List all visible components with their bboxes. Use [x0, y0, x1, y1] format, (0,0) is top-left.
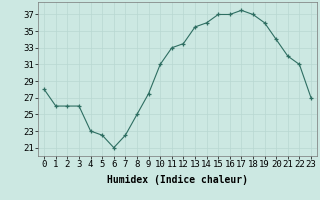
X-axis label: Humidex (Indice chaleur): Humidex (Indice chaleur) — [107, 175, 248, 185]
